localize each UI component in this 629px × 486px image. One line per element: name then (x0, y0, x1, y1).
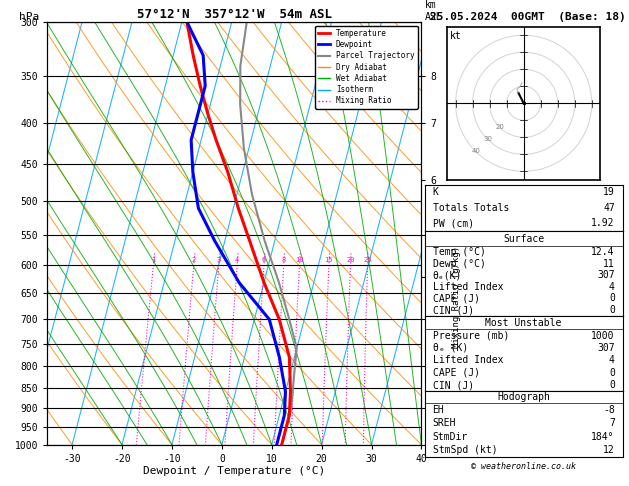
Text: CAPE (J): CAPE (J) (433, 294, 479, 303)
Text: 184°: 184° (591, 432, 615, 442)
Text: 0: 0 (609, 294, 615, 303)
Text: 19: 19 (603, 188, 615, 197)
Text: 8: 8 (282, 257, 286, 263)
Text: Surface: Surface (503, 233, 544, 243)
Text: Pressure (mb): Pressure (mb) (433, 330, 509, 341)
Text: 0: 0 (609, 380, 615, 390)
Text: 30: 30 (484, 136, 493, 142)
Text: EH: EH (433, 405, 444, 415)
Text: K: K (433, 188, 438, 197)
Text: CAPE (J): CAPE (J) (433, 368, 479, 378)
Text: 4: 4 (235, 257, 239, 263)
Text: 20: 20 (346, 257, 355, 263)
Text: θₑ (K): θₑ (K) (433, 343, 468, 353)
Text: 11: 11 (603, 259, 615, 269)
Text: 307: 307 (597, 270, 615, 280)
Text: km
ASL: km ASL (425, 0, 443, 22)
Text: 25.05.2024  00GMT  (Base: 18): 25.05.2024 00GMT (Base: 18) (430, 12, 626, 22)
Text: 20: 20 (496, 124, 504, 130)
Text: 25: 25 (364, 257, 372, 263)
Text: 1000: 1000 (591, 330, 615, 341)
Text: 3: 3 (216, 257, 221, 263)
Text: 6: 6 (262, 257, 266, 263)
Text: SREH: SREH (433, 418, 456, 428)
Text: 1: 1 (151, 257, 155, 263)
Text: Lifted Index: Lifted Index (433, 282, 503, 292)
Text: StmDir: StmDir (433, 432, 468, 442)
Text: CIN (J): CIN (J) (433, 305, 474, 315)
Title: 57°12'N  357°12'W  54m ASL: 57°12'N 357°12'W 54m ASL (136, 8, 332, 21)
Text: Temp (°C): Temp (°C) (433, 247, 486, 257)
Text: Hodograph: Hodograph (497, 392, 550, 402)
Text: Most Unstable: Most Unstable (486, 318, 562, 328)
Text: CIN (J): CIN (J) (433, 380, 474, 390)
X-axis label: Dewpoint / Temperature (°C): Dewpoint / Temperature (°C) (143, 467, 325, 476)
Text: 2: 2 (192, 257, 196, 263)
Text: © weatheronline.co.uk: © weatheronline.co.uk (471, 462, 576, 471)
Text: kt: kt (450, 31, 462, 41)
Text: 1.92: 1.92 (591, 218, 615, 228)
Text: 0: 0 (609, 368, 615, 378)
Text: Totals Totals: Totals Totals (433, 203, 509, 213)
Text: Lifted Index: Lifted Index (433, 355, 503, 365)
Text: θₑ(K): θₑ(K) (433, 270, 462, 280)
Text: 4: 4 (609, 355, 615, 365)
Text: hPa: hPa (19, 12, 40, 22)
Text: 10: 10 (295, 257, 304, 263)
Text: -8: -8 (603, 405, 615, 415)
Text: Dewp (°C): Dewp (°C) (433, 259, 486, 269)
Text: StmSpd (kt): StmSpd (kt) (433, 445, 497, 455)
Text: 4: 4 (609, 282, 615, 292)
Text: 12.4: 12.4 (591, 247, 615, 257)
Text: Mixing Ratio (g/kg): Mixing Ratio (g/kg) (452, 245, 460, 348)
Text: 47: 47 (603, 203, 615, 213)
Text: 0: 0 (609, 305, 615, 315)
Text: 40: 40 (472, 148, 481, 154)
Text: 15: 15 (325, 257, 333, 263)
Text: 12: 12 (603, 445, 615, 455)
Legend: Temperature, Dewpoint, Parcel Trajectory, Dry Adiabat, Wet Adiabat, Isotherm, Mi: Temperature, Dewpoint, Parcel Trajectory… (315, 26, 418, 108)
Text: 7: 7 (609, 418, 615, 428)
Text: PW (cm): PW (cm) (433, 218, 474, 228)
Text: 307: 307 (597, 343, 615, 353)
